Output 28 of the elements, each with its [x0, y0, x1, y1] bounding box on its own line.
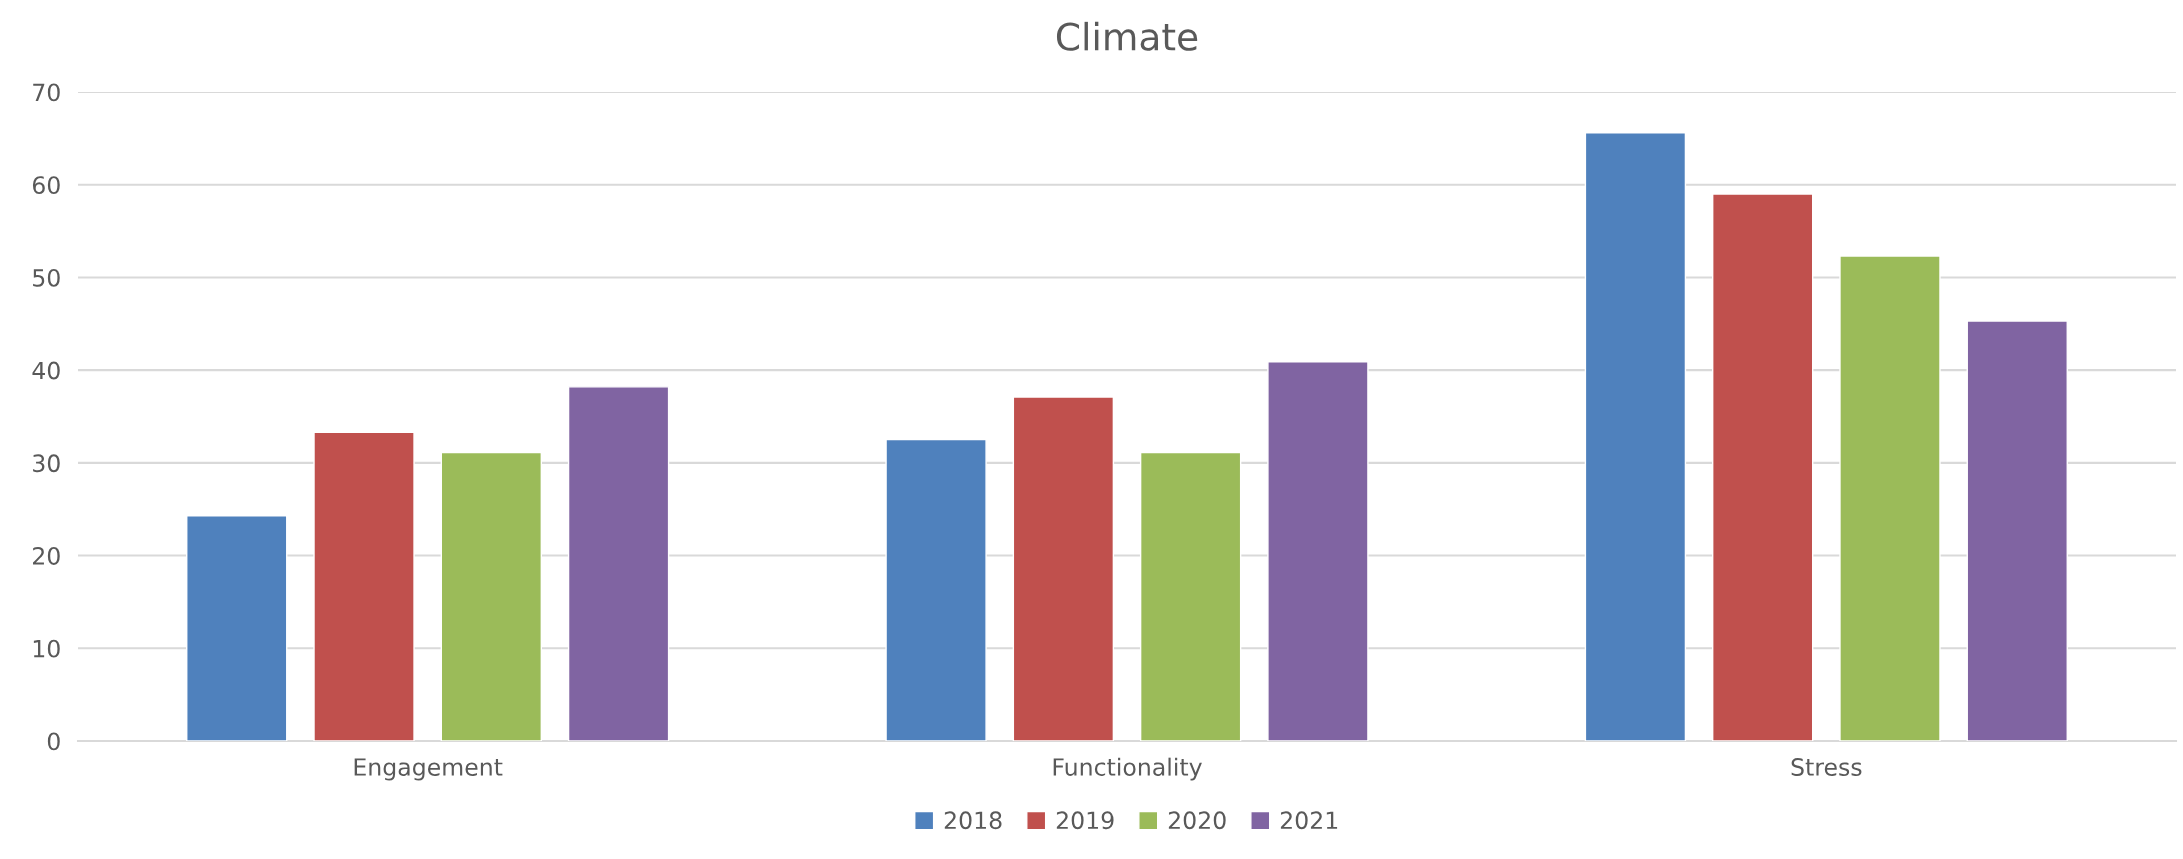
bar	[1584, 132, 1687, 741]
bar	[885, 438, 987, 741]
bar	[440, 451, 543, 741]
bar	[313, 431, 415, 741]
chart-title: Climate	[1056, 21, 1198, 51]
x-tick-label: Functionality	[1053, 757, 1202, 781]
bar	[1711, 193, 1814, 741]
bar	[1839, 255, 1941, 741]
bar	[186, 515, 288, 741]
y-tick-label: 50	[33, 268, 60, 287]
legend-label: 2018	[944, 811, 1002, 830]
legend-label: 2019	[1056, 811, 1114, 830]
x-tick-label: Engagement	[354, 758, 503, 781]
legend-label: 2021	[1280, 811, 1338, 830]
y-tick-label: 70	[33, 83, 60, 102]
y-tick-label: 20	[33, 547, 60, 565]
bar	[1012, 396, 1115, 741]
bar	[1139, 451, 1242, 741]
y-tick-label: 40	[32, 361, 60, 380]
x-tick-label: Stress	[1791, 758, 1862, 776]
bar	[567, 386, 670, 741]
y-tick-label: 30	[33, 454, 60, 473]
y-tick-label: 0	[47, 732, 60, 751]
bar	[1966, 320, 2068, 741]
y-tick-label: 60	[32, 176, 60, 195]
y-tick-label: 10	[33, 639, 60, 658]
bar	[1267, 361, 1369, 741]
legend-label: 2020	[1168, 811, 1226, 830]
